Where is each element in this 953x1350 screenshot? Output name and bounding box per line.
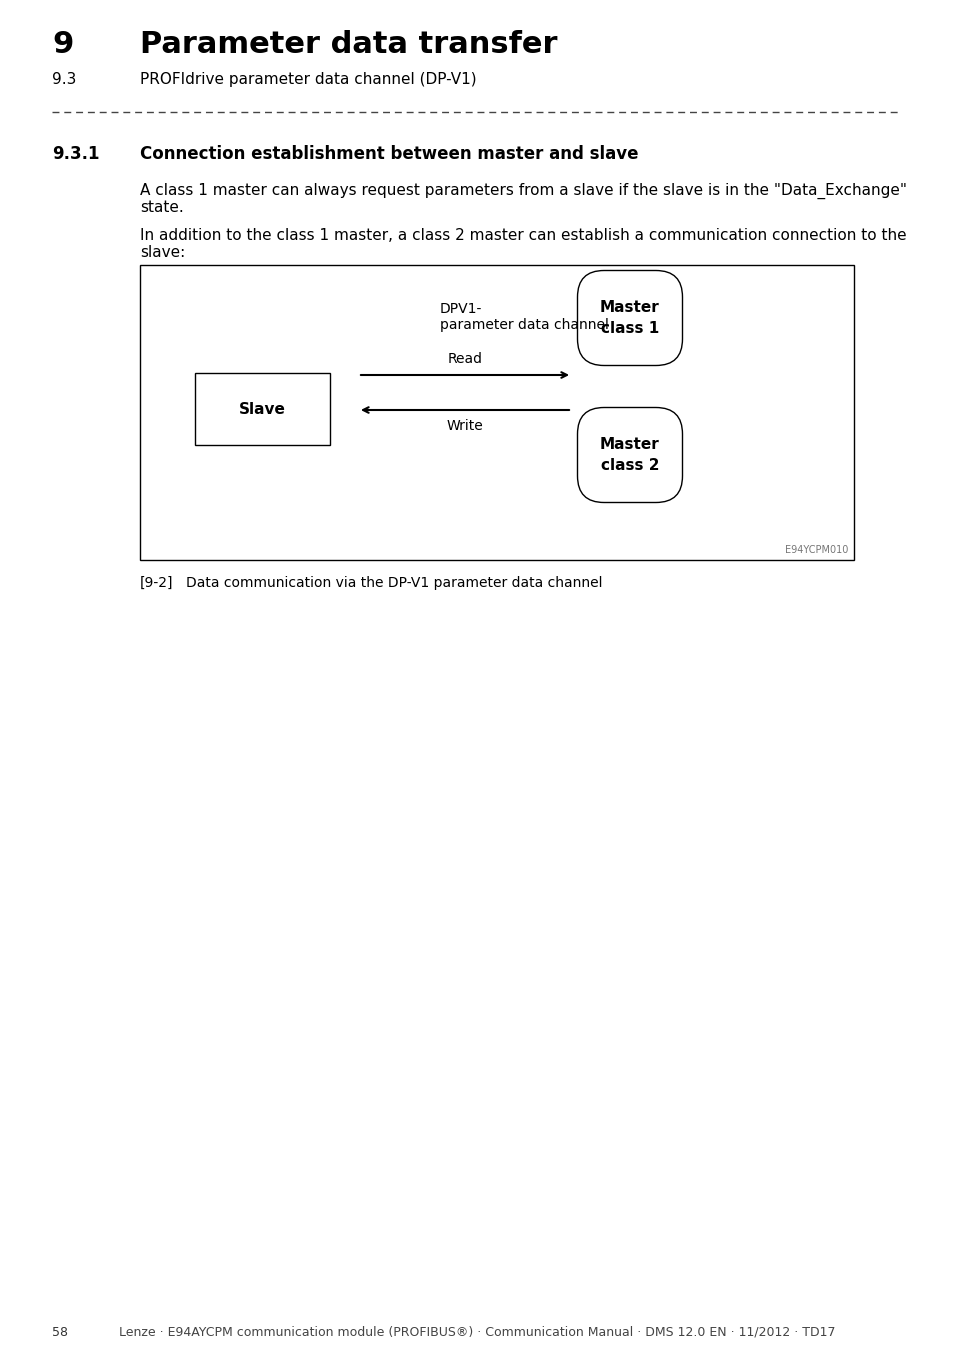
Text: E94YCPM010: E94YCPM010 [783,545,847,555]
Bar [194,373,330,446]
Text: Parameter data transfer: Parameter data transfer [140,30,557,59]
FancyBboxPatch shape [577,270,681,366]
Text: Master
class 1: Master class 1 [599,300,659,336]
FancyBboxPatch shape [577,408,681,502]
Text: 9.3: 9.3 [52,72,76,86]
Text: PROFIdrive parameter data channel (DP-V1): PROFIdrive parameter data channel (DP-V1… [140,72,476,86]
Text: Connection establishment between master and slave: Connection establishment between master … [140,144,638,163]
Text: parameter data channel: parameter data channel [439,319,608,332]
Text: Lenze · E94AYCPM communication module (PROFIBUS®) · Communication Manual · DMS 1: Lenze · E94AYCPM communication module (P… [118,1326,835,1338]
FancyBboxPatch shape [581,274,678,362]
Text: Master
class 2: Master class 2 [599,437,659,472]
Text: slave:: slave: [140,244,185,261]
Text: A class 1 master can always request parameters from a slave if the slave is in t: A class 1 master can always request para… [140,184,906,200]
Text: Read: Read [447,352,482,366]
Text: Slave: Slave [239,401,286,417]
FancyBboxPatch shape [581,412,678,498]
Text: state.: state. [140,200,184,215]
Text: 9.3.1: 9.3.1 [52,144,99,163]
Text: 58: 58 [52,1326,68,1338]
Text: In addition to the class 1 master, a class 2 master can establish a communicatio: In addition to the class 1 master, a cla… [140,228,905,243]
Text: Data communication via the DP-V1 parameter data channel: Data communication via the DP-V1 paramet… [186,576,602,590]
Text: [9-2]: [9-2] [140,576,173,590]
Text: Write: Write [446,418,483,433]
Text: 9: 9 [52,30,73,59]
Text: DPV1-: DPV1- [439,302,482,316]
Bar [140,265,853,560]
